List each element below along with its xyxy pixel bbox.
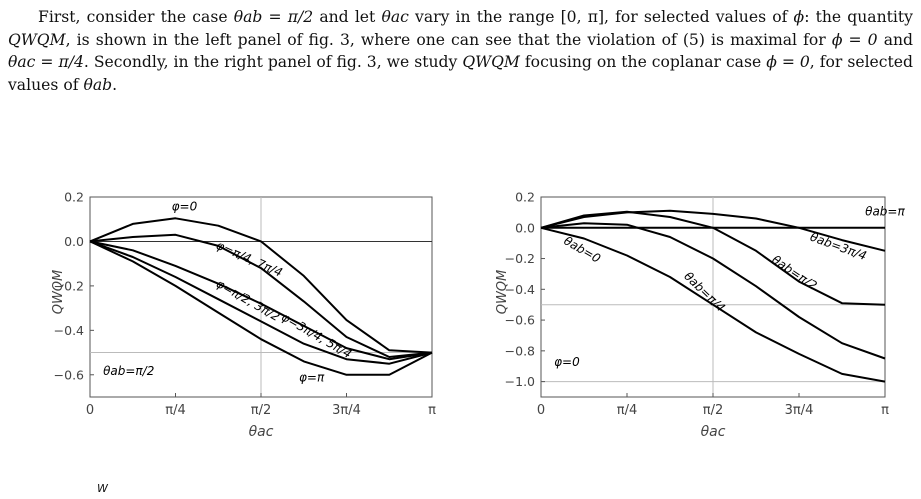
y-axis-label: QWQM (51, 270, 66, 315)
y-tick-label: −0.4 (54, 323, 84, 338)
x-tick-label: π/4 (165, 403, 185, 418)
series-label: θab=3π/4 (808, 230, 868, 263)
series-line (89, 240, 433, 361)
x-axis-label: θac (701, 424, 726, 440)
series-line (89, 217, 433, 354)
series-line (540, 226, 886, 383)
y-tick-label: 0.0 (515, 220, 535, 235)
series-line (540, 209, 886, 252)
y-tick-label: −0.6 (505, 313, 535, 328)
series-line (89, 240, 433, 365)
y-axis-label: QWQM (495, 270, 510, 315)
y-tick-label: −0.2 (505, 251, 535, 266)
series-line (89, 240, 433, 376)
x-tick-label: π (428, 403, 436, 418)
y-tick-label: −1.0 (505, 374, 535, 389)
y-tick-label: −0.6 (54, 367, 84, 382)
y-tick-label: 0.2 (64, 190, 84, 205)
y-tick-label: −0.2 (54, 278, 84, 293)
x-tick-label: 3π/4 (785, 403, 814, 418)
x-tick-label: π (881, 403, 889, 418)
series-label: θab=π (865, 204, 905, 218)
x-tick-label: π/2 (703, 403, 723, 418)
series-label: θab=π/4 (681, 269, 728, 315)
series-label: φ=π/4, 7π/4 (214, 238, 285, 280)
series-line (89, 233, 433, 358)
x-tick-label: 0 (86, 403, 94, 418)
y-tick-label: −0.8 (505, 343, 535, 358)
left-panel: 0 π/4 π/2 3π/4 π 0.2 0.0 −0.2 −0.4 −0.6 θac QWQM φ=0… (51, 190, 436, 441)
x-tick-label: π/4 (617, 403, 637, 418)
body-paragraph: First, consider the case θab = π/2 and l… (8, 6, 913, 96)
x-axis-label: θac (249, 424, 274, 440)
panel-annotation: φ=0 (554, 355, 580, 369)
caption-fragment: W (97, 482, 109, 495)
x-tick-label: 0 (537, 403, 545, 418)
series-line (540, 222, 886, 360)
y-tick-label: 0.2 (515, 190, 535, 205)
paragraph-text: First, consider the case θab = π/2 and l… (8, 8, 914, 94)
x-tick-label: π/2 (251, 403, 271, 418)
x-tick-label: 3π/4 (332, 403, 361, 418)
panel-annotation: θab=π/2 (103, 364, 154, 378)
y-tick-label: 0.0 (64, 234, 84, 249)
series-label: θab=π/2 (769, 252, 819, 292)
right-panel: 0 π/4 π/2 3π/4 π 0.2 0.0 −0.2 −0.4 −0.6 −0.8 −1.0 θa… (495, 190, 905, 441)
series-label: φ=0 (172, 199, 198, 213)
y-tick-label: −0.4 (505, 282, 535, 297)
series-label: φ=π (299, 370, 325, 384)
